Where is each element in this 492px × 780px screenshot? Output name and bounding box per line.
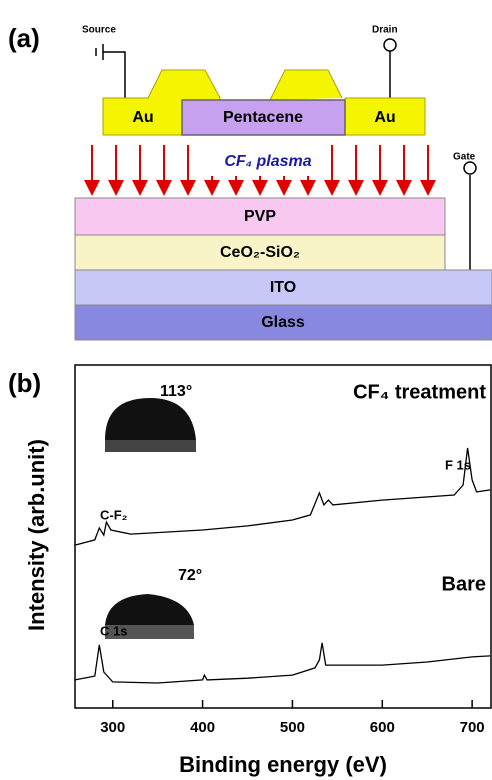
series-label: CF₄ treatment bbox=[353, 381, 486, 403]
annotation: C 1s bbox=[100, 623, 127, 638]
spectrum-line bbox=[75, 448, 490, 545]
layer-label: CeO₂-SiO₂ bbox=[220, 244, 300, 261]
annotation: 113° bbox=[160, 383, 192, 400]
x-tick-label: 300 bbox=[100, 719, 125, 736]
device-diagram: (a) Source Drain Au Pentacene Au bbox=[8, 23, 492, 340]
x-tick-label: 600 bbox=[370, 719, 395, 736]
source-wire bbox=[96, 44, 125, 98]
droplet-image bbox=[105, 594, 194, 625]
drain-label: Drain bbox=[372, 25, 398, 36]
xps-chart: (b) Binding energy (eV) Intensity (arb.u… bbox=[8, 365, 491, 777]
gate-label: Gate bbox=[453, 152, 476, 163]
x-tick-label: 500 bbox=[280, 719, 305, 736]
y-axis-label: Intensity (arb.unit) bbox=[24, 439, 49, 631]
series-label: Bare bbox=[442, 573, 486, 595]
droplet-image bbox=[105, 398, 196, 440]
layer-label: ITO bbox=[270, 279, 296, 296]
drain-terminal bbox=[384, 39, 396, 51]
layer-label: PVP bbox=[244, 208, 276, 225]
au-label: Au bbox=[132, 109, 153, 126]
annotation: C-F₂ bbox=[100, 507, 128, 522]
layer-label: Glass bbox=[261, 314, 305, 331]
source-label: Source bbox=[82, 25, 116, 36]
pentacene-label: Pentacene bbox=[223, 109, 303, 126]
au-label: Au bbox=[374, 109, 395, 126]
x-tick-label: 700 bbox=[460, 719, 485, 736]
plasma-label: CF₄ plasma bbox=[224, 153, 311, 170]
panel-label: (a) bbox=[8, 23, 40, 53]
figure: (a) Source Drain Au Pentacene Au bbox=[0, 0, 492, 780]
droplet-image bbox=[105, 440, 196, 452]
annotation: F 1s bbox=[445, 457, 471, 472]
panel-label: (b) bbox=[8, 368, 41, 398]
annotation: 72° bbox=[178, 567, 202, 584]
x-tick-label: 400 bbox=[190, 719, 215, 736]
spectrum-line bbox=[75, 643, 490, 683]
x-axis-label: Binding energy (eV) bbox=[179, 752, 387, 777]
gate-terminal bbox=[464, 162, 476, 174]
